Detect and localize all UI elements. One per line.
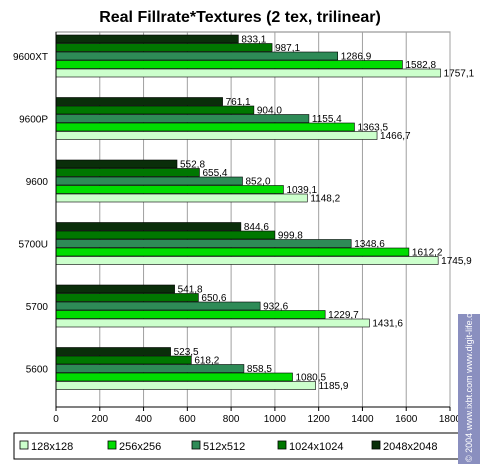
data-label: 833,1 [241,35,266,46]
data-label: 987,1 [275,43,300,54]
plot-area [55,31,451,408]
data-label: 1745,9 [441,256,472,267]
watermark-text: © 2004 www.ixbt.com www.digit-life.com [464,301,474,462]
legend-swatch [19,440,29,450]
bar [55,355,192,365]
category-label: 9600P [19,114,48,125]
x-tick-label: 1200 [308,414,331,425]
bar [55,105,255,115]
bar [55,122,355,132]
data-label: 904,0 [257,106,282,117]
data-label: 1582,8 [405,60,436,71]
bar [55,34,239,44]
x-tick-label: 600 [179,414,196,425]
x-tick-label: 200 [91,414,108,425]
data-label: 761,1 [226,97,251,108]
data-label: 1348,6 [354,239,385,250]
x-axis: 0 200 400 600 800 1000 1200 1400 1600 1800 [53,32,462,425]
data-label: 1363,5 [357,123,388,134]
legend-swatch [277,440,287,450]
legend-label: 128x128 [31,441,73,453]
category-labels: 9600XT 9600P 9600 5700U 5700 5600 [13,52,48,376]
x-tick-label: 1000 [264,414,287,425]
legend: 128x128 256x256 512x512 1024x1024 2048x2048 [13,432,473,460]
bar [55,159,178,169]
bar [55,43,273,52]
data-label: 999,8 [278,231,303,242]
plot-frame [55,31,451,408]
legend-swatch [371,440,381,450]
bar [55,256,439,265]
data-label: 1080,5 [296,373,327,384]
bar [55,97,223,106]
bar [55,381,316,390]
category-label: 5600 [26,364,49,375]
x-tick-label: 0 [53,414,59,425]
chart-title: Real Fillrate*Textures (2 tex, trilinear… [99,9,381,26]
x-tick-label: 1600 [395,414,418,425]
legend-swatch [107,440,117,450]
data-label: 552,8 [180,160,205,171]
bar [55,239,352,248]
watermark-band [458,314,480,464]
bar [55,284,175,294]
data-label: 1466,7 [380,131,411,142]
x-tick-label: 1800 [439,414,462,425]
data-label: 1185,9 [319,381,349,392]
bar [55,230,276,240]
data-label: 1612,2 [412,248,443,259]
bar [55,301,261,311]
x-tick-label: 800 [223,414,240,425]
legend-label: 1024x1024 [289,441,343,453]
data-label: 852,0 [245,177,270,188]
value-labels: 833,1 987,1 1286,9 1582,8 1757,1 761,1 904,0 11… [174,35,475,393]
bar [55,193,308,203]
x-tick-label: 400 [135,414,152,425]
data-label: 1229,7 [328,310,359,321]
category-label: 9600 [26,177,49,188]
data-label: 1286,9 [341,52,372,63]
legend-frame [13,432,473,460]
legend-label: 2048x2048 [383,441,437,453]
bar [55,68,441,78]
category-label: 9600XT [13,52,48,63]
data-label: 1757,1 [444,69,475,80]
data-label: 1148,2 [310,194,340,205]
data-label: 618,2 [194,356,219,367]
data-label: 1039,1 [286,185,317,196]
bar [55,347,171,356]
legend-label: 256x256 [119,441,161,453]
data-label: 541,8 [178,285,203,296]
watermark: © 2004 www.ixbt.com www.digit-life.com [458,301,480,464]
x-tick-label: 1400 [351,414,374,425]
data-label: 655,4 [202,168,227,179]
bars [55,34,441,390]
legend-swatch [191,440,201,450]
data-label: 932,6 [263,302,288,313]
data-label: 650,6 [201,293,226,304]
data-label: 858,5 [247,364,272,375]
category-label: 5700 [26,302,49,313]
grid-lines [99,32,451,407]
data-label: 523,5 [174,347,199,358]
data-label: 1155,4 [312,114,342,125]
bar [55,222,242,231]
data-label: 844,6 [244,222,269,233]
bar [55,318,370,328]
category-label: 5700U [19,239,48,250]
bar [55,168,200,177]
bar [55,131,378,140]
legend-label: 512x512 [203,441,245,453]
data-label: 1431,6 [372,319,403,330]
